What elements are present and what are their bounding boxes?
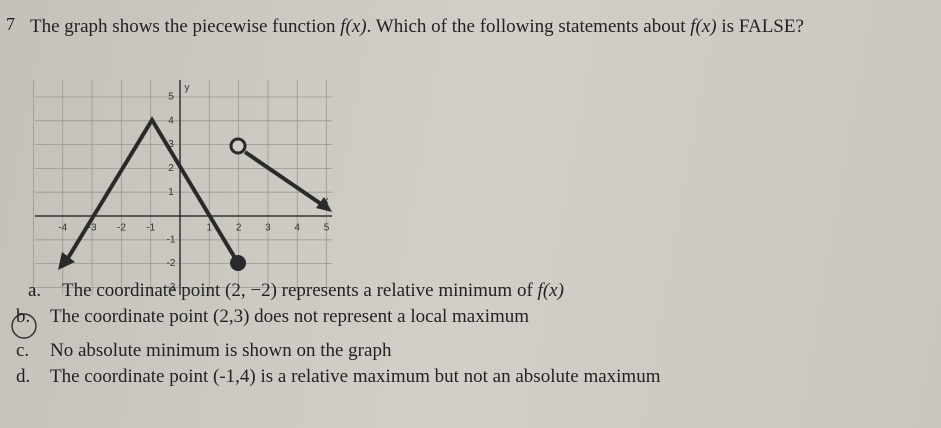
option-letter: c. xyxy=(16,340,30,361)
question-text: is FALSE? xyxy=(721,16,804,37)
function: f(x) xyxy=(690,16,717,37)
y-tick-label: 1 xyxy=(168,187,174,198)
y-tick-label: 2 xyxy=(168,163,174,174)
x-tick-label: -4 xyxy=(58,223,67,234)
y-tick-label: 5 xyxy=(168,92,174,103)
question: The graph shows the piecewise function f… xyxy=(30,16,804,38)
option-text: No absolute minimum is shown on the grap… xyxy=(50,340,392,361)
x-tick-label: -1 xyxy=(146,223,155,234)
y-tick-label: -1 xyxy=(167,234,176,245)
x-tick-label: 1 xyxy=(207,223,213,234)
open-point xyxy=(229,137,247,155)
function: f(x) xyxy=(340,16,367,37)
answer-circle xyxy=(11,313,37,339)
question-text: The graph shows the piecewise function xyxy=(30,16,336,37)
question-number: 7 xyxy=(6,14,15,34)
y-tick-label: 4 xyxy=(168,115,174,126)
graph-piece xyxy=(63,116,240,265)
x-tick-label: 4 xyxy=(294,223,300,234)
x-tick-label: 5 xyxy=(324,223,330,234)
option-text: The coordinate point (2,3) does not repr… xyxy=(50,306,530,327)
function: f(x) xyxy=(537,280,564,301)
option-text: The coordinate point (2, −2) represents … xyxy=(62,280,533,301)
option: c. No absolute minimum is shown on the gr… xyxy=(16,340,391,362)
option-letter: a. xyxy=(28,280,42,301)
x-tick-label: 3 xyxy=(265,223,271,234)
x-axis-label: x xyxy=(324,196,329,207)
x-tick-label: 2 xyxy=(236,223,242,234)
graph-piece xyxy=(243,150,326,208)
arrow-head xyxy=(316,197,332,212)
y-tick-label: -2 xyxy=(167,258,176,269)
x-tick-label: -2 xyxy=(117,223,126,234)
option-text: The coordinate point (-1,4) is a relativ… xyxy=(50,366,661,387)
y-axis-label: y xyxy=(185,83,190,94)
y-tick-label: 3 xyxy=(168,139,174,150)
option-letter: d. xyxy=(16,366,31,387)
option-letter: b. xyxy=(16,306,31,327)
arrow-head xyxy=(58,252,75,270)
closed-point xyxy=(230,255,246,271)
x-tick-label: -3 xyxy=(88,223,97,234)
option: b. The coordinate point (2,3) does not re… xyxy=(16,306,529,328)
y-tick-label: -3 xyxy=(167,282,176,293)
option: d. The coordinate point (-1,4) is a relat… xyxy=(16,366,661,388)
question-text: . Which of the following statements abou… xyxy=(366,16,686,37)
option: a. The coordinate point (2, −2) represent… xyxy=(28,280,564,302)
